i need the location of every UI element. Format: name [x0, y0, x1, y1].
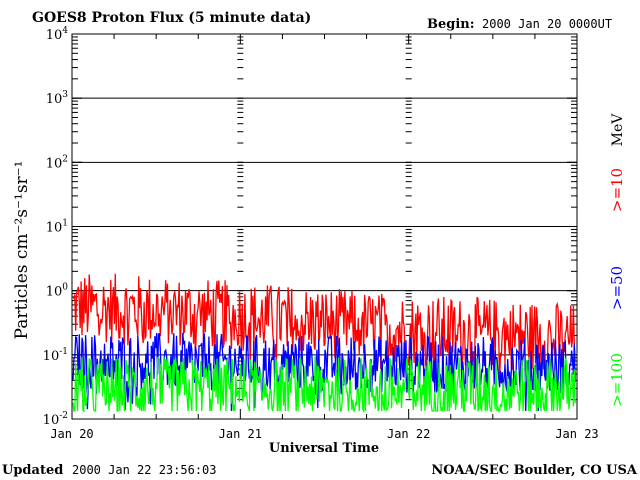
y-tick-label: 10-1	[43, 347, 68, 364]
y-axis-label: Particles cm⁻²s⁻¹sr⁻¹	[12, 161, 32, 340]
legend-series-50mev: >=50	[608, 266, 626, 310]
series-line->=100	[72, 356, 576, 414]
x-tick-label: Jan 23	[555, 427, 598, 441]
series-line->=50	[72, 332, 576, 412]
updated-label: Updated	[2, 463, 63, 478]
x-tick-label: Jan 20	[50, 427, 93, 441]
x-axis-label: Universal Time	[269, 441, 379, 456]
y-tick-label: 101	[46, 219, 68, 236]
x-tick-label: Jan 22	[387, 427, 430, 441]
y-tick-label: 103	[46, 90, 69, 107]
series-layer	[72, 273, 576, 414]
x-tick-label: Jan 21	[219, 427, 262, 441]
begin-value: 2000 Jan 20 0000UT	[482, 17, 612, 31]
legend-series-100mev: >=100	[608, 353, 626, 407]
begin-label: Begin:	[427, 17, 475, 32]
chart-title: GOES8 Proton Flux (5 minute data)	[32, 10, 311, 26]
legend-series-10mev: >=10	[608, 168, 626, 212]
y-tick-labels: 10-2 10-1 100 101 102 103 104	[43, 26, 69, 428]
credit: NOAA/SEC Boulder, CO USA	[431, 463, 638, 478]
legend: MeV >=10 >=50 >=100	[608, 113, 626, 407]
x-tick-labels: Jan 20 Jan 21 Jan 22 Jan 23	[50, 427, 598, 441]
y-tick-label: 104	[46, 26, 69, 43]
series-line->=10	[72, 273, 576, 389]
updated-value: 2000 Jan 22 23:56:03	[72, 463, 217, 477]
y-tick-label: 102	[46, 154, 68, 171]
y-tick-label: 100	[46, 283, 69, 300]
legend-unit: MeV	[610, 113, 626, 147]
y-tick-label: 10-2	[43, 411, 68, 428]
